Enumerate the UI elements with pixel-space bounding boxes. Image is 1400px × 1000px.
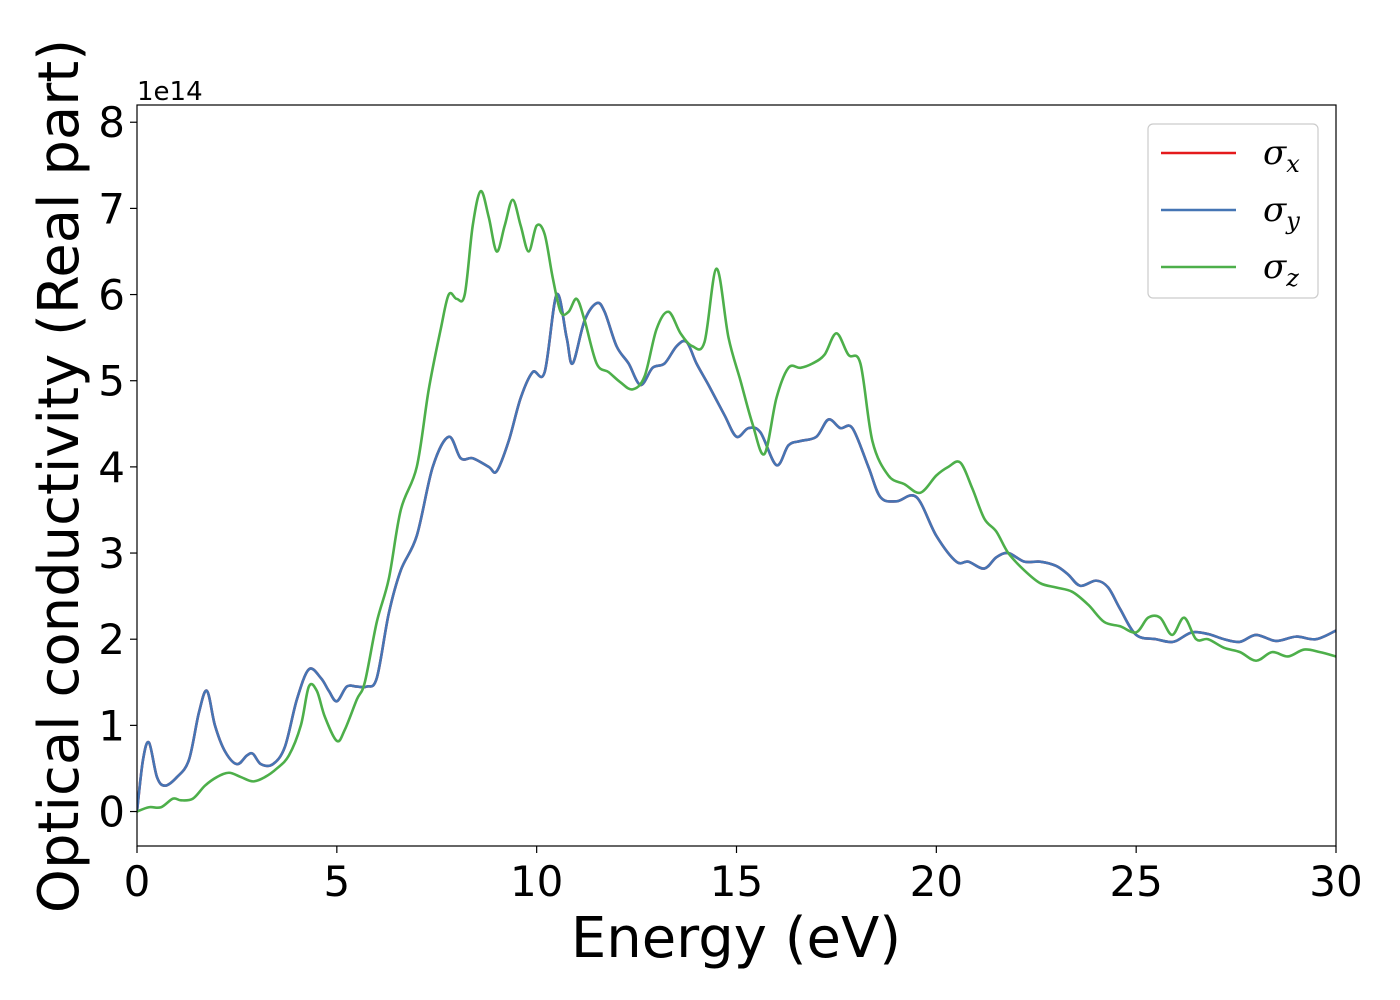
x-tick-label: 5 <box>323 857 350 906</box>
y-tick-label: 2 <box>98 615 125 664</box>
y-axis: 0 1 2 3 4 5 6 7 8 <box>98 98 137 837</box>
y-tick-label: 1 <box>98 701 125 750</box>
y-tick-label: 5 <box>98 357 125 406</box>
y-axis-label: Optical conductivity (Real part) <box>27 39 92 913</box>
series-line-z <box>137 189 1336 813</box>
y-tick-label: 6 <box>98 271 125 320</box>
x-tick-label: 30 <box>1309 857 1362 906</box>
x-tick-label: 15 <box>710 857 763 906</box>
x-axis: 0 5 10 15 20 25 30 <box>124 846 1363 906</box>
x-axis-label: Energy (eV) <box>571 906 901 971</box>
series-line-y <box>137 292 1336 813</box>
series-layer <box>137 189 1336 813</box>
y-tick-label: 7 <box>98 184 125 233</box>
y-tick-label: 4 <box>98 443 125 492</box>
y-tick-label: 3 <box>98 529 125 578</box>
y-tick-label: 8 <box>98 98 125 147</box>
x-tick-label: 25 <box>1109 857 1162 906</box>
x-tick-label: 20 <box>910 857 963 906</box>
y-tick-label: 0 <box>98 788 125 837</box>
x-tick-label: 10 <box>510 857 563 906</box>
y-offset-label: 1e14 <box>137 77 203 107</box>
x-tick-label: 0 <box>124 857 151 906</box>
